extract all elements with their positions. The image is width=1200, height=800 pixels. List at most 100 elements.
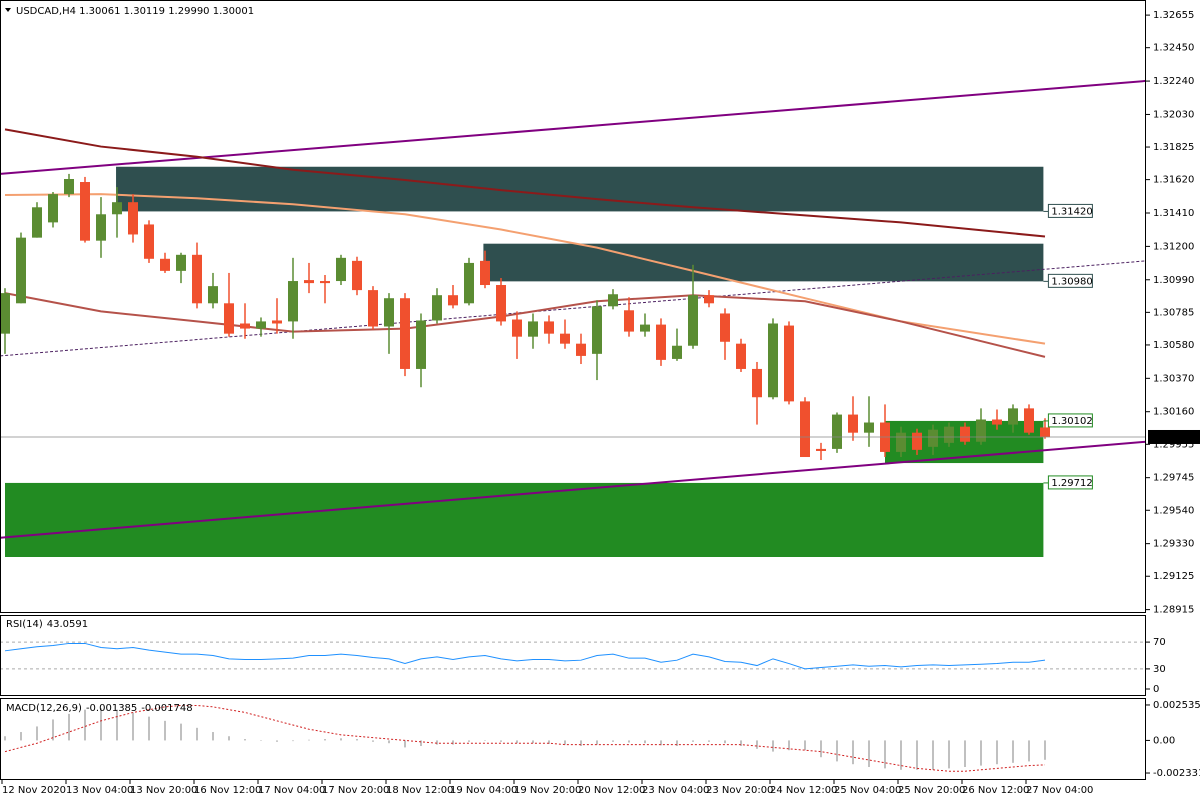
- candle-body: [848, 414, 858, 433]
- x-tick-label: 18 Nov 12:00: [386, 785, 453, 796]
- candle-body: [192, 254, 202, 304]
- y-tick-label: 1.31825: [1153, 142, 1194, 153]
- candle-body: [960, 426, 970, 442]
- histogram-bar: [676, 740, 678, 747]
- histogram-bar: [964, 740, 966, 767]
- candle-body: [128, 202, 138, 235]
- candle-body: [112, 202, 122, 215]
- candle-body: [400, 298, 410, 369]
- symbol-header: USDCAD,H4 1.30061 1.30119 1.29990 1.3000…: [16, 6, 254, 17]
- histogram-bar: [516, 740, 518, 744]
- histogram-bar: [1028, 740, 1030, 762]
- histogram-bar: [580, 740, 582, 747]
- candle-body: [464, 262, 474, 304]
- y-tick-label: 1.30370: [1153, 373, 1194, 384]
- candle-body: [832, 414, 842, 449]
- histogram-bar: [836, 740, 838, 762]
- histogram-bar: [308, 739, 310, 741]
- histogram-bar: [708, 740, 710, 742]
- zone-label: 1.31420: [1051, 206, 1092, 217]
- candle-body: [208, 286, 218, 304]
- y-tick-label: -0.002331: [1153, 768, 1200, 779]
- y-tick-label: 1.31620: [1153, 175, 1194, 186]
- menu-arrow[interactable]: [5, 8, 11, 12]
- candle-body: [864, 422, 874, 433]
- histogram-bar: [772, 740, 774, 752]
- y-tick-label: 0: [1153, 684, 1159, 695]
- y-tick-label: 1.30160: [1153, 407, 1194, 418]
- candle-body: [384, 298, 394, 327]
- y-tick-label: 1.32030: [1153, 109, 1194, 120]
- histogram-bar: [628, 740, 630, 743]
- histogram-bar: [52, 719, 54, 741]
- x-tick-label: 16 Nov 12:00: [194, 785, 261, 796]
- x-tick-label: 23 Nov 20:00: [706, 785, 773, 796]
- candle-body: [336, 257, 346, 282]
- histogram-bar: [916, 740, 918, 770]
- histogram-bar: [852, 740, 854, 765]
- x-tick-label: 17 Nov 04:00: [258, 785, 325, 796]
- candle-body: [912, 432, 922, 450]
- candle-body: [672, 345, 682, 359]
- candle-body: [1024, 408, 1034, 433]
- x-tick-label: 17 Nov 20:00: [322, 785, 389, 796]
- histogram-bar: [212, 732, 214, 741]
- histogram-bar: [884, 740, 886, 769]
- histogram-bar: [356, 739, 358, 741]
- y-tick-label: 1.29330: [1153, 539, 1194, 550]
- histogram-bar: [740, 740, 742, 747]
- candle-body: [592, 306, 602, 354]
- candle-body: [160, 258, 170, 271]
- histogram-bar: [868, 740, 870, 767]
- histogram-bar: [1044, 740, 1046, 760]
- mid-layer: RSI(14) 43.0591 MACD(12,26,9) -0.001385 -0.0…: [0, 79, 1147, 772]
- y-tick-label: 1.30990: [1153, 275, 1194, 286]
- candle-body: [720, 313, 730, 342]
- histogram-bar: [820, 740, 822, 758]
- x-tick-label: 24 Nov 12:00: [770, 785, 837, 796]
- x-tick-label: 27 Nov 04:00: [1026, 785, 1093, 796]
- indicator-name: MACD(12,26,9): [6, 703, 82, 714]
- histogram-bar: [116, 709, 118, 741]
- front-layer: 1.32655 1.32450 1.32240 1.32030 1.31825 1.316…: [0, 10, 1200, 796]
- histogram-bar: [692, 740, 694, 742]
- y-tick-label: 30: [1153, 664, 1166, 675]
- candle-body: [496, 285, 506, 322]
- candle-body: [448, 295, 458, 306]
- histogram-bar: [132, 712, 134, 741]
- zone-label: 1.30102: [1051, 416, 1092, 427]
- histogram-bar: [228, 736, 230, 741]
- histogram-bar: [900, 740, 902, 770]
- y-tick-label: 1.30785: [1153, 307, 1194, 318]
- candle-body: [1040, 427, 1050, 437]
- histogram-bar: [340, 738, 342, 741]
- x-tick-label: 26 Nov 12:00: [962, 785, 1029, 796]
- y-tick-label: 1.31200: [1153, 241, 1194, 252]
- candle-body: [304, 280, 314, 284]
- zone-label-box: [1047, 273, 1093, 288]
- indicator-name: RSI(14): [6, 619, 43, 630]
- x-tick-label: 25 Nov 20:00: [898, 785, 965, 796]
- x-tick-label: 23 Nov 04:00: [642, 785, 709, 796]
- candle-body: [1008, 408, 1018, 425]
- histogram-bar: [372, 740, 374, 742]
- candle-body: [352, 260, 362, 291]
- candle-body: [896, 432, 906, 452]
- histogram-bar: [292, 740, 294, 742]
- histogram-bar: [1012, 740, 1014, 763]
- y-tick-label: 1.31410: [1153, 208, 1194, 219]
- candle-body: [640, 324, 650, 332]
- trendline: [0, 79, 1147, 175]
- y-tick-label: 1.32240: [1153, 76, 1194, 87]
- histogram-bar: [68, 713, 70, 741]
- histogram-bar: [452, 740, 454, 745]
- histogram-bar: [596, 740, 598, 745]
- zone-label: 1.29712: [1051, 478, 1092, 489]
- y-tick-label: 0.002535: [1153, 700, 1200, 711]
- zone-label-box: [1047, 203, 1093, 218]
- candle-body: [736, 343, 746, 369]
- price-zone: [5, 482, 1044, 557]
- histogram-bar: [100, 708, 102, 741]
